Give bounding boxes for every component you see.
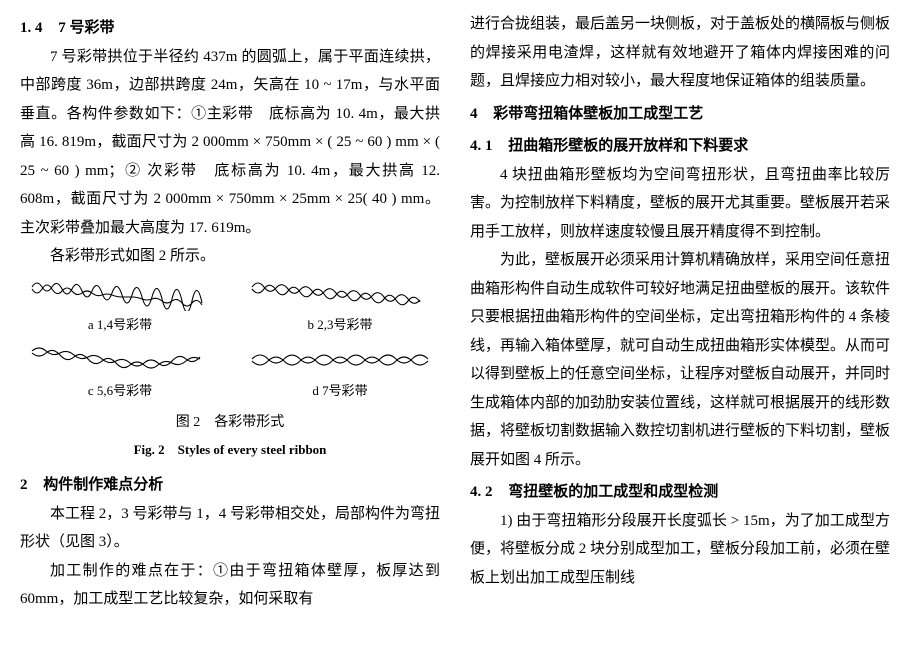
heading-2-title: 构件制作难点分析 (43, 477, 163, 493)
para-4-2-body-1: 1) 由于弯扭箱形分段展开长度弧长 > 15m，为了加工成型方便，将壁板分成 2… (470, 507, 890, 593)
heading-4-2-num: 4. 2 (470, 484, 493, 500)
right-column: 进行合拢组装，最后盖另一块侧板，对于盖板处的横隔板与侧板的焊接采用电渣焊，这样就… (470, 10, 890, 614)
figure-2-label-b: b 2,3号彩带 (240, 313, 440, 338)
figure-2-caption-cn: 图 2 各彩带形式 (20, 410, 440, 437)
heading-1-4-title: 7 号彩带 (58, 20, 114, 36)
heading-4-2: 4. 2 弯扭壁板的加工成型和成型检测 (470, 478, 890, 507)
left-column: 1. 4 7 号彩带 7 号彩带拱位于半径约 437m 的圆弧上，属于平面连续拱… (20, 10, 440, 614)
wave-icon (250, 343, 430, 377)
heading-1-4: 1. 4 7 号彩带 (20, 14, 440, 43)
figure-2-caption-en: Fig. 2 Styles of every steel ribbon (20, 438, 440, 463)
heading-1-4-num: 1. 4 (20, 20, 43, 36)
figure-2-label-d: d 7号彩带 (240, 379, 440, 404)
figure-2-label-a: a 1,4号彩带 (20, 313, 220, 338)
heading-4-num: 4 (470, 106, 478, 122)
figure-2: a 1,4号彩带 b 2,3号彩带 c 5,6号彩带 (20, 277, 440, 464)
figure-2-panel-d: d 7号彩带 (240, 343, 440, 404)
figure-2-panel-b: b 2,3号彩带 (240, 277, 440, 338)
wave-icon (250, 277, 430, 311)
para-4-1-body-1: 4 块扭曲箱形壁板均为空间弯扭形状，且弯扭曲率比较厉害。为控制放样下料精度，壁板… (470, 161, 890, 247)
para-fig2-ref: 各彩带形式如图 2 所示。 (20, 242, 440, 271)
heading-4-1-num: 4. 1 (470, 138, 493, 154)
heading-2-num: 2 (20, 477, 28, 493)
heading-2: 2 构件制作难点分析 (20, 471, 440, 500)
heading-4: 4 彩带弯扭箱体壁板加工成型工艺 (470, 100, 890, 129)
wave-icon (30, 343, 210, 377)
para-right-cont: 进行合拢组装，最后盖另一块侧板，对于盖板处的横隔板与侧板的焊接采用电渣焊，这样就… (470, 10, 890, 96)
para-4-1-body-2: 为此，壁板展开必须采用计算机精确放样，采用空间任意扭曲箱形构件自动生成软件可较好… (470, 246, 890, 474)
para-2-body-1: 本工程 2，3 号彩带与 1，4 号彩带相交处，局部构件为弯扭形状（见图 3）。 (20, 500, 440, 557)
heading-4-1-title: 扭曲箱形壁板的展开放样和下料要求 (508, 138, 748, 154)
figure-2-panel-a: a 1,4号彩带 (20, 277, 220, 338)
para-2-body-2: 加工制作的难点在于：①由于弯扭箱体壁厚，板厚达到 60mm，加工成型工艺比较复杂… (20, 557, 440, 614)
para-1-4-body: 7 号彩带拱位于半径约 437m 的圆弧上，属于平面连续拱，中部跨度 36m，边… (20, 43, 440, 243)
wave-icon (30, 277, 210, 311)
figure-2-label-c: c 5,6号彩带 (20, 379, 220, 404)
heading-4-title: 彩带弯扭箱体壁板加工成型工艺 (493, 106, 703, 122)
heading-4-1: 4. 1 扭曲箱形壁板的展开放样和下料要求 (470, 132, 890, 161)
heading-4-2-title: 弯扭壁板的加工成型和成型检测 (508, 484, 718, 500)
figure-2-panel-c: c 5,6号彩带 (20, 343, 220, 404)
